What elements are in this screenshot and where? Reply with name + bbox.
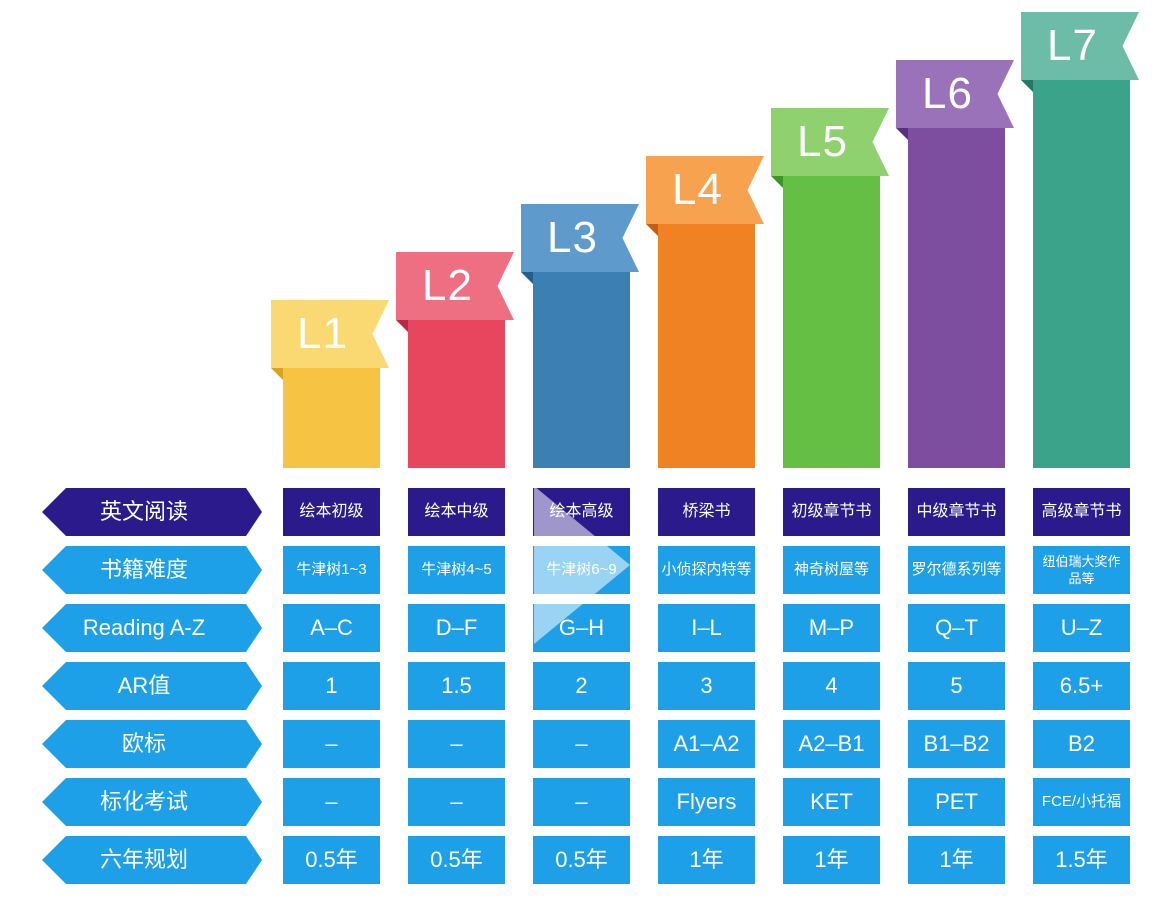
table-cell: 2 (533, 662, 630, 710)
row-label: 标化考试 (42, 778, 262, 826)
table-cell: 5 (908, 662, 1005, 710)
table-cell: PET (908, 778, 1005, 826)
table-cell: – (533, 720, 630, 768)
table-cell: 神奇树屋等 (783, 546, 880, 594)
row-label: 英文阅读 (42, 488, 262, 536)
level-column-l1: L1 (271, 300, 389, 468)
tab-fold (396, 320, 408, 332)
table-cell: 0.5年 (283, 836, 380, 884)
tab-fold (771, 176, 783, 188)
table-cell: 6.5+ (1033, 662, 1130, 710)
table-cell: 纽伯瑞大奖作品等 (1033, 546, 1130, 594)
level-bar (533, 268, 630, 468)
table-cell: 小侦探内特等 (658, 546, 755, 594)
level-bar (283, 364, 380, 468)
table-cell: – (283, 778, 380, 826)
level-bar (1033, 76, 1130, 468)
tab-fold (521, 272, 533, 284)
level-tab: L3 (521, 204, 639, 272)
level-bar (408, 316, 505, 468)
tab-fold (271, 368, 283, 380)
level-bar (908, 124, 1005, 468)
table-cell: 1.5 (408, 662, 505, 710)
level-tab: L6 (896, 60, 1014, 128)
level-column-l4: L4 (646, 156, 764, 468)
row-label: 六年规划 (42, 836, 262, 884)
table-cell: 牛津树1~3 (283, 546, 380, 594)
level-column-l2: L2 (396, 252, 514, 468)
table-cell: 1年 (658, 836, 755, 884)
table-cell: – (408, 778, 505, 826)
level-column-l3: L3 (521, 204, 639, 468)
table-cell: FCE/小托福 (1033, 778, 1130, 826)
table-cell: Flyers (658, 778, 755, 826)
tab-fold (1021, 80, 1033, 92)
table-cell: – (283, 720, 380, 768)
table-cell: 牛津树4~5 (408, 546, 505, 594)
level-column-l6: L6 (896, 60, 1014, 468)
level-column-l7: L7 (1021, 12, 1139, 468)
table-cell: – (408, 720, 505, 768)
table-cell: B1–B2 (908, 720, 1005, 768)
table-cell: D–F (408, 604, 505, 652)
table-cell: Q–T (908, 604, 1005, 652)
table-cell: KET (783, 778, 880, 826)
table-cell: A–C (283, 604, 380, 652)
row-label: AR值 (42, 662, 262, 710)
level-bar (783, 172, 880, 468)
table-cell: 中级章节书 (908, 488, 1005, 536)
table-cell: 绘本中级 (408, 488, 505, 536)
table-cell: 0.5年 (408, 836, 505, 884)
table-cell: 罗尔德系列等 (908, 546, 1005, 594)
table-cell: 高级章节书 (1033, 488, 1130, 536)
row-label: 欧标 (42, 720, 262, 768)
level-column-l5: L5 (771, 108, 889, 468)
table-cell: B2 (1033, 720, 1130, 768)
table-cell: – (533, 778, 630, 826)
table-cell: 4 (783, 662, 880, 710)
level-tab: L2 (396, 252, 514, 320)
table-cell: 桥梁书 (658, 488, 755, 536)
table-cell: M–P (783, 604, 880, 652)
row-label: Reading A-Z (42, 604, 262, 652)
table-cell: 0.5年 (533, 836, 630, 884)
table-cell: 绘本初级 (283, 488, 380, 536)
level-tab: L1 (271, 300, 389, 368)
level-tab: L5 (771, 108, 889, 176)
table-cell: I–L (658, 604, 755, 652)
table-cell: U–Z (1033, 604, 1130, 652)
table-cell: 初级章节书 (783, 488, 880, 536)
tab-fold (896, 128, 908, 140)
level-tab: L7 (1021, 12, 1139, 80)
table-cell: A2–B1 (783, 720, 880, 768)
table-cell: 1年 (908, 836, 1005, 884)
level-tab: L4 (646, 156, 764, 224)
row-label: 书籍难度 (42, 546, 262, 594)
table-cell: A1–A2 (658, 720, 755, 768)
tab-fold (646, 224, 658, 236)
table-cell: 1 (283, 662, 380, 710)
level-bar (658, 220, 755, 468)
table-cell: 1年 (783, 836, 880, 884)
table-cell: 1.5年 (1033, 836, 1130, 884)
table-cell: 3 (658, 662, 755, 710)
